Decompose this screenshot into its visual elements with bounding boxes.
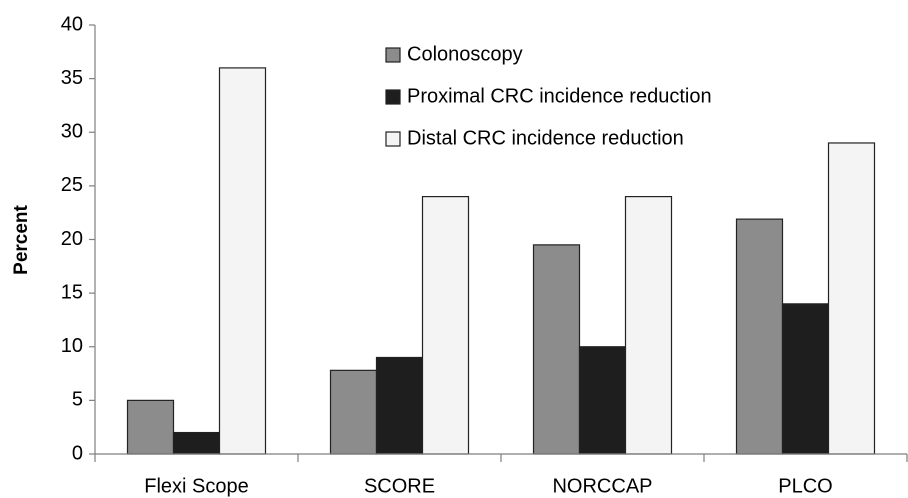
bar: [781, 303, 830, 455]
y-tick-label: 40: [61, 13, 83, 35]
bar: [578, 346, 627, 455]
legend-swatch: [385, 131, 401, 147]
legend-label: Colonoscopy: [407, 43, 523, 65]
y-tick-label: 5: [72, 389, 83, 411]
y-tick-label: 30: [61, 121, 83, 143]
bar: [624, 196, 673, 455]
bar: [218, 67, 267, 455]
legend-label: Distal CRC incidence reduction: [407, 127, 684, 149]
y-tick-label: 35: [61, 67, 83, 89]
bar: [735, 218, 784, 455]
y-tick-label: 10: [61, 335, 83, 357]
bar: [329, 369, 378, 455]
x-tick-label: PLCO: [778, 475, 832, 497]
y-tick-label: 15: [61, 281, 83, 303]
bar: [172, 431, 221, 455]
legend-swatch: [385, 47, 401, 63]
y-tick-label: 25: [61, 174, 83, 196]
legend-swatch: [385, 89, 401, 105]
bar: [827, 142, 876, 455]
x-tick-label: NORCCAP: [552, 475, 652, 497]
bar: [532, 244, 581, 455]
x-tick-label: Flexi Scope: [144, 475, 249, 497]
x-tick-label: SCORE: [364, 475, 435, 497]
legend-label: Proximal CRC incidence reduction: [407, 85, 712, 107]
bar: [375, 356, 424, 455]
bar: [126, 399, 175, 455]
y-tick-label: 20: [61, 228, 83, 250]
y-tick-label: 0: [72, 442, 83, 464]
bar: [421, 196, 470, 455]
y-axis-label: Percent: [11, 204, 32, 274]
